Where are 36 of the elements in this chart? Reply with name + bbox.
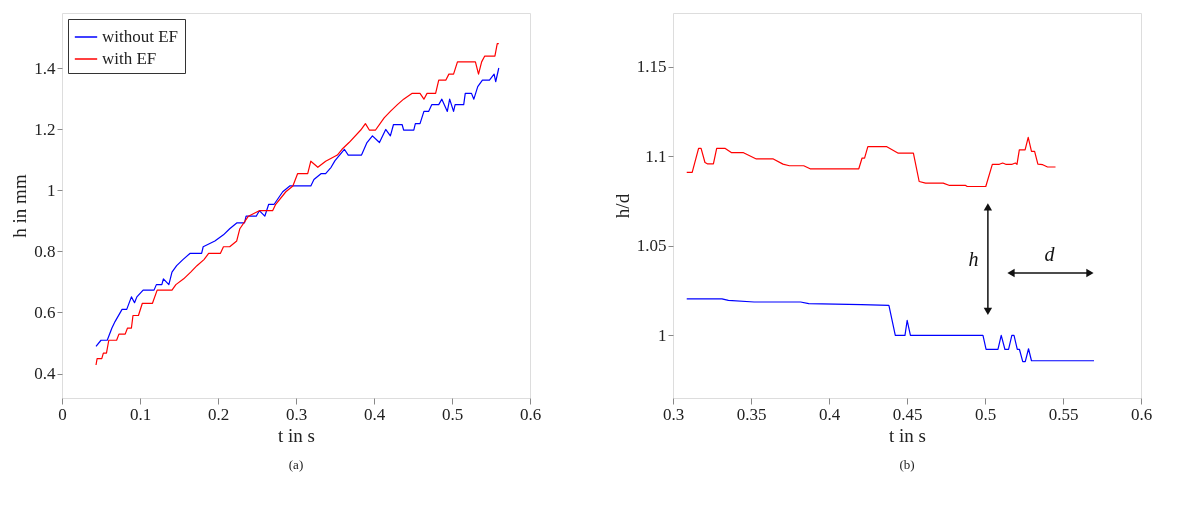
x-tick-label: 0.5 [441, 404, 464, 424]
y-tick-label: 1 [658, 325, 667, 345]
x-tick-label: 0.1 [129, 404, 152, 424]
y-tick-label: 1.2 [34, 119, 56, 139]
text: (a) [288, 457, 304, 472]
y-axis-title: h/d [611, 193, 633, 219]
y-tick-label: 1.1 [645, 146, 667, 166]
annotation: d [1044, 243, 1056, 266]
x-axis-title: t in s [889, 424, 926, 446]
x-tick-label: 0.6 [519, 404, 542, 424]
y-tick-label: 0.8 [34, 241, 56, 261]
x-tick-label: 0.5 [974, 404, 997, 424]
y-tick-label: 0.6 [34, 302, 56, 322]
y-tick-label: 0.4 [34, 364, 56, 384]
x-tick-label: 0 [58, 404, 67, 424]
x-tick-label: 0.35 [736, 404, 767, 424]
legend-label: without EF [102, 27, 179, 46]
x-axis-title: t in s [278, 424, 315, 446]
x-tick-label: 0.45 [892, 404, 923, 424]
x-tick-label: 0.2 [207, 404, 230, 424]
y-tick-label: 1.4 [34, 58, 56, 78]
x-tick-label: 0.55 [1048, 404, 1079, 424]
text: (b) [899, 457, 915, 472]
y-tick-label: 1.15 [636, 57, 667, 77]
line-series [686, 136, 1057, 188]
x-tick-label: 0.4 [818, 404, 841, 424]
x-tick-label: 0.6 [1130, 404, 1153, 424]
annotation: h [968, 248, 979, 271]
y-tick-label: 1.05 [636, 236, 667, 256]
x-tick-label: 0.4 [363, 404, 386, 424]
line-series [686, 298, 1095, 363]
legend-label: with EF [102, 49, 157, 68]
y-tick-label: 1 [47, 180, 56, 200]
x-tick-label: 0.3 [285, 404, 308, 424]
x-tick-label: 0.3 [662, 404, 685, 424]
y-axis-title: h in mm [9, 174, 31, 238]
